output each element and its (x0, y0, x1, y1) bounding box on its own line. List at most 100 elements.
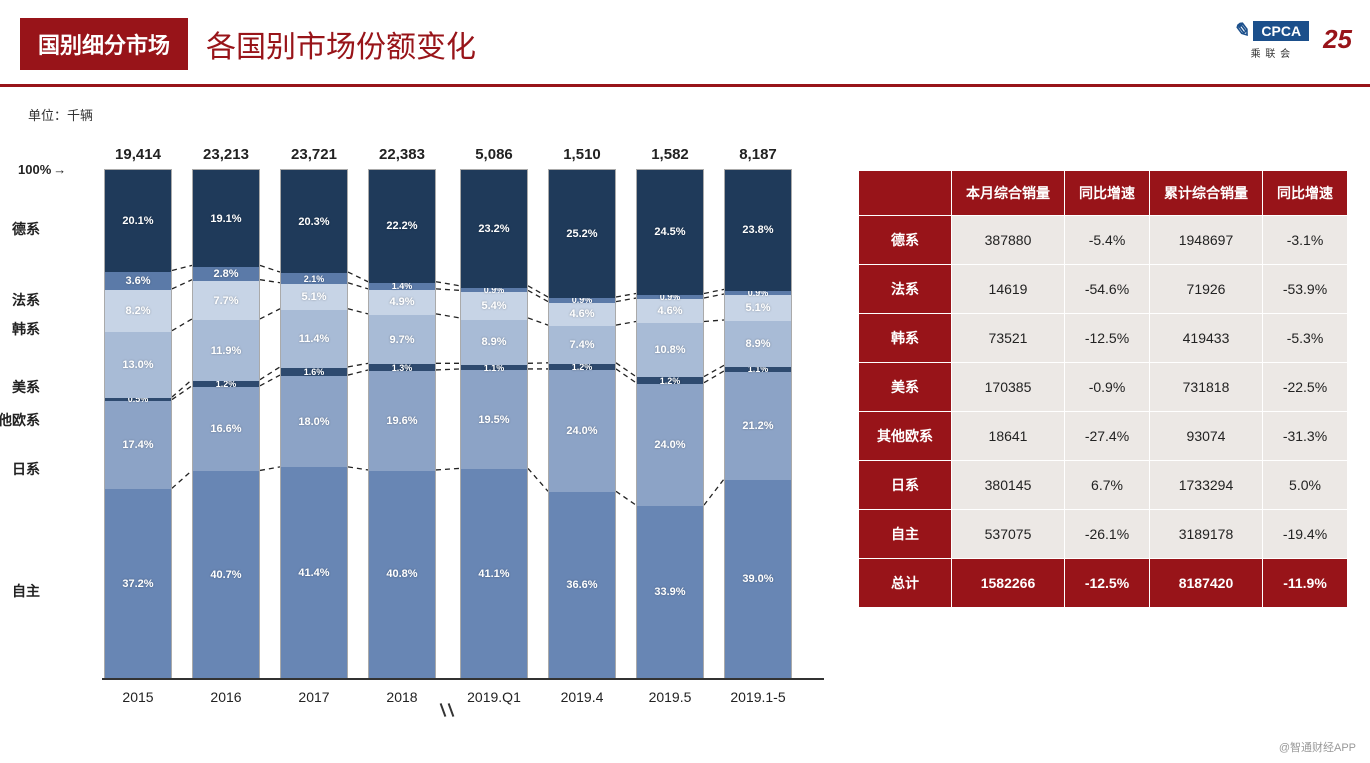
bar-segment: 8.2% (105, 290, 171, 332)
bar-segment: 4.9% (369, 290, 435, 315)
bar-segment: 17.4% (105, 401, 171, 489)
series-label: 美系 (12, 377, 40, 397)
bar-segment: 19.1% (193, 170, 259, 267)
bar-segment: 19.6% (369, 371, 435, 471)
bar-segment: 10.8% (637, 323, 703, 378)
bar-segment: 23.8% (725, 170, 791, 291)
bar-total-label: 5,086 (475, 146, 513, 163)
table-row: 日系3801456.7%17332945.0% (859, 461, 1348, 510)
bar-segment: 41.4% (281, 467, 347, 678)
anniversary-logo: 25 (1317, 24, 1352, 55)
segment-value-label: 5.1% (745, 302, 770, 314)
cpca-badge: CPCA (1253, 21, 1309, 41)
table-header-row: 本月综合销量 同比增速 累计综合销量 同比增速 (859, 171, 1348, 216)
bar-segment: 4.6% (637, 299, 703, 322)
segment-value-label: 24.0% (566, 425, 597, 437)
segment-value-label: 36.6% (566, 579, 597, 591)
stacked-bar-chart: 100%→ 德系法系韩系美系其他欧系日系自主 19,41437.2%17.4%0… (18, 132, 838, 712)
x-axis-label: 2019.Q1 (467, 689, 521, 705)
col-header: 累计综合销量 (1150, 171, 1263, 216)
bar-segment: 1.1% (725, 367, 791, 373)
table-cell: 170385 (952, 363, 1065, 412)
table-cell: 93074 (1150, 412, 1263, 461)
logo-group: ✎ CPCA 乘 联 会 25 (1233, 18, 1352, 60)
x-axis-label: 2019.4 (561, 689, 604, 705)
row-header: 日系 (859, 461, 952, 510)
segment-value-label: 19.1% (210, 213, 241, 225)
bar-segment: 24.0% (637, 384, 703, 506)
table-row: 美系170385-0.9%731818-22.5% (859, 363, 1348, 412)
bar-segment: 7.7% (193, 281, 259, 320)
table-row: 韩系73521-12.5%419433-5.3% (859, 314, 1348, 363)
bar: 41.1%19.5%1.1%8.9%5.4%0.9%23.2% (460, 169, 528, 679)
segment-value-label: 16.6% (210, 423, 241, 435)
bar-group: 1,51036.6%24.0%1.2%7.4%4.6%0.9%25.2%2019… (548, 146, 616, 705)
series-label: 法系 (12, 290, 40, 310)
bar-segment: 5.1% (281, 284, 347, 310)
segment-value-label: 33.9% (654, 586, 685, 598)
segment-value-label: 41.4% (298, 567, 329, 579)
x-axis-label: 2016 (210, 689, 241, 705)
series-label: 韩系 (12, 319, 40, 339)
segment-value-label: 17.4% (122, 439, 153, 451)
table-cell: 537075 (952, 510, 1065, 559)
header: 国别细分市场 各国别市场份额变化 ✎ CPCA 乘 联 会 25 (0, 0, 1370, 70)
x-axis-label: 2015 (122, 689, 153, 705)
bar-segment: 3.6% (105, 272, 171, 290)
table-cell: -5.3% (1263, 314, 1348, 363)
row-header: 美系 (859, 363, 952, 412)
bar-segment: 1.3% (369, 364, 435, 371)
bar-segment: 13.0% (105, 332, 171, 398)
bar-group: 23,21340.7%16.6%1.2%11.9%7.7%2.8%19.1%20… (192, 146, 260, 705)
table-cell: 5.0% (1263, 461, 1348, 510)
segment-value-label: 39.0% (742, 573, 773, 585)
cada-icon: ✎ (1233, 18, 1250, 43)
bar-total-label: 23,213 (203, 146, 249, 163)
series-label: 其他欧系 (0, 410, 40, 430)
table-row: 德系387880-5.4%1948697-3.1% (859, 216, 1348, 265)
bar: 36.6%24.0%1.2%7.4%4.6%0.9%25.2% (548, 169, 616, 679)
x-axis-label: 2019.1-5 (730, 689, 785, 705)
bar-group: 8,18739.0%21.2%1.1%8.9%5.1%0.9%23.8%2019… (724, 146, 792, 705)
segment-value-label: 22.2% (386, 220, 417, 232)
table-cell: -26.1% (1065, 510, 1150, 559)
bar-segment: 1.2% (549, 364, 615, 370)
bar-total-label: 23,721 (291, 146, 337, 163)
table-cell: 71926 (1150, 265, 1263, 314)
table-cell: 18641 (952, 412, 1065, 461)
segment-value-label: 24.0% (654, 439, 685, 451)
series-label: 德系 (12, 219, 40, 239)
bar-segment: 19.5% (461, 370, 527, 469)
table-cell: -53.9% (1263, 265, 1348, 314)
bar-segment: 7.4% (549, 326, 615, 364)
table-row: 法系14619-54.6%71926-53.9% (859, 265, 1348, 314)
col-header: 同比增速 (1263, 171, 1348, 216)
table-cell: 380145 (952, 461, 1065, 510)
bar-segment: 36.6% (549, 492, 615, 678)
bar-segment: 23.2% (461, 170, 527, 288)
table-cell: -54.6% (1065, 265, 1150, 314)
segment-value-label: 3.6% (125, 275, 150, 287)
bar: 33.9%24.0%1.2%10.8%4.6%0.9%24.5% (636, 169, 704, 679)
bar-segment: 9.7% (369, 315, 435, 364)
segment-value-label: 4.9% (389, 296, 414, 308)
table-cell: 3189178 (1150, 510, 1263, 559)
bar-total-label: 8,187 (739, 146, 777, 163)
segment-value-label: 11.9% (211, 345, 242, 357)
table-cell: 731818 (1150, 363, 1263, 412)
table-cell: -22.5% (1263, 363, 1348, 412)
segment-value-label: 2.1% (304, 274, 325, 284)
bar-segment: 24.5% (637, 170, 703, 295)
segment-value-label: 7.7% (213, 295, 238, 307)
segment-value-label: 41.1% (478, 568, 509, 580)
bar-segment: 20.1% (105, 170, 171, 272)
bar-segment: 1.4% (369, 283, 435, 290)
table-cell: -5.4% (1065, 216, 1150, 265)
segment-value-label: 37.2% (122, 578, 153, 590)
bar-segment: 20.3% (281, 170, 347, 273)
bar-segment: 11.9% (193, 320, 259, 380)
table-cell: 73521 (952, 314, 1065, 363)
segment-value-label: 20.3% (298, 216, 329, 228)
table-row: 其他欧系18641-27.4%93074-31.3% (859, 412, 1348, 461)
col-header: 本月综合销量 (952, 171, 1065, 216)
